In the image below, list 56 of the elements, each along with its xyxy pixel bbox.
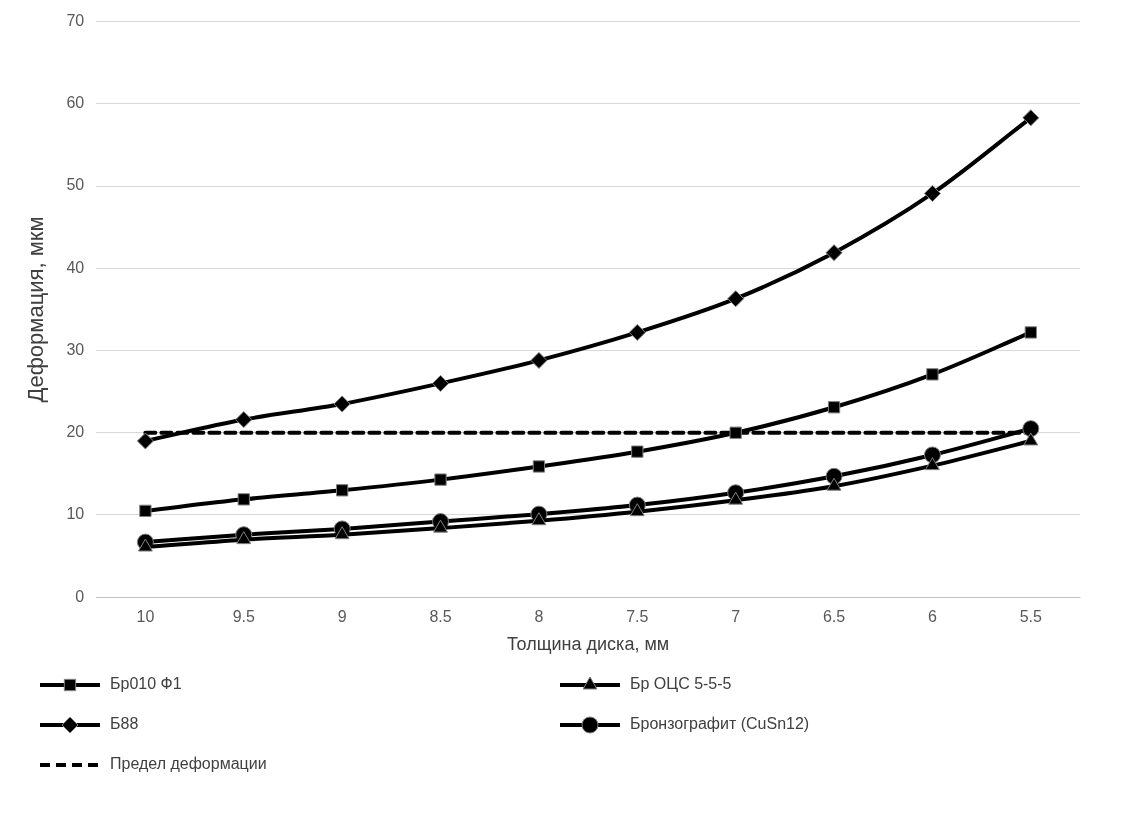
legend-label: Бронзографит (CuSn12)	[630, 715, 810, 733]
y-axis-title: Деформация, мкм	[23, 216, 49, 403]
point	[926, 368, 939, 381]
legend-label: Б88	[110, 715, 139, 733]
legend-label: Бр010 Ф1	[110, 675, 182, 693]
point	[335, 484, 349, 497]
y-tick-label: 40	[66, 258, 85, 276]
point	[532, 460, 546, 473]
y-tick-label: 10	[66, 505, 85, 523]
y-tick-label: 70	[66, 12, 85, 30]
x-axis-title: Толщина диска, мм	[507, 634, 670, 655]
point	[237, 493, 250, 506]
point	[1024, 326, 1037, 339]
point	[137, 538, 153, 552]
point	[727, 290, 745, 308]
point	[827, 401, 841, 414]
point	[434, 473, 447, 486]
point	[236, 531, 252, 545]
x-tick-label: 5.5	[1019, 608, 1043, 626]
point	[333, 395, 351, 413]
y-tick-label: 50	[66, 176, 85, 194]
point	[631, 445, 644, 458]
point	[1022, 420, 1040, 438]
point	[825, 244, 843, 262]
point	[629, 503, 645, 517]
x-tick-label: 10	[136, 608, 155, 626]
legend-label: Предел деформации	[110, 755, 267, 773]
y-tick-label: 20	[66, 423, 85, 441]
y-tick-label: 30	[66, 340, 85, 358]
point	[432, 374, 450, 392]
point	[923, 184, 941, 202]
point	[1022, 109, 1040, 127]
y-tick-label: 0	[75, 587, 85, 605]
x-tick-label: 6.5	[822, 608, 846, 626]
point	[729, 426, 742, 439]
x-tick-label: 6	[927, 608, 937, 626]
point	[826, 477, 842, 491]
point	[433, 519, 448, 533]
point	[235, 411, 253, 429]
y-tick-label: 60	[66, 94, 85, 112]
x-tick-label: 8.5	[429, 608, 452, 626]
point	[728, 491, 744, 505]
point	[139, 504, 152, 518]
x-tick-label: 9	[337, 608, 347, 626]
point	[530, 351, 548, 369]
x-tick-label: 8	[534, 608, 544, 626]
x-tick-label: 7.5	[626, 608, 649, 626]
point	[136, 432, 154, 450]
point	[628, 323, 646, 341]
x-tick-label: 7	[731, 608, 741, 626]
point	[531, 512, 547, 526]
point	[1023, 432, 1039, 446]
x-tick-label: 9.5	[232, 608, 255, 626]
point	[334, 526, 350, 540]
legend-label: Бр ОЦС 5-5-5	[630, 675, 732, 693]
point	[925, 457, 940, 471]
